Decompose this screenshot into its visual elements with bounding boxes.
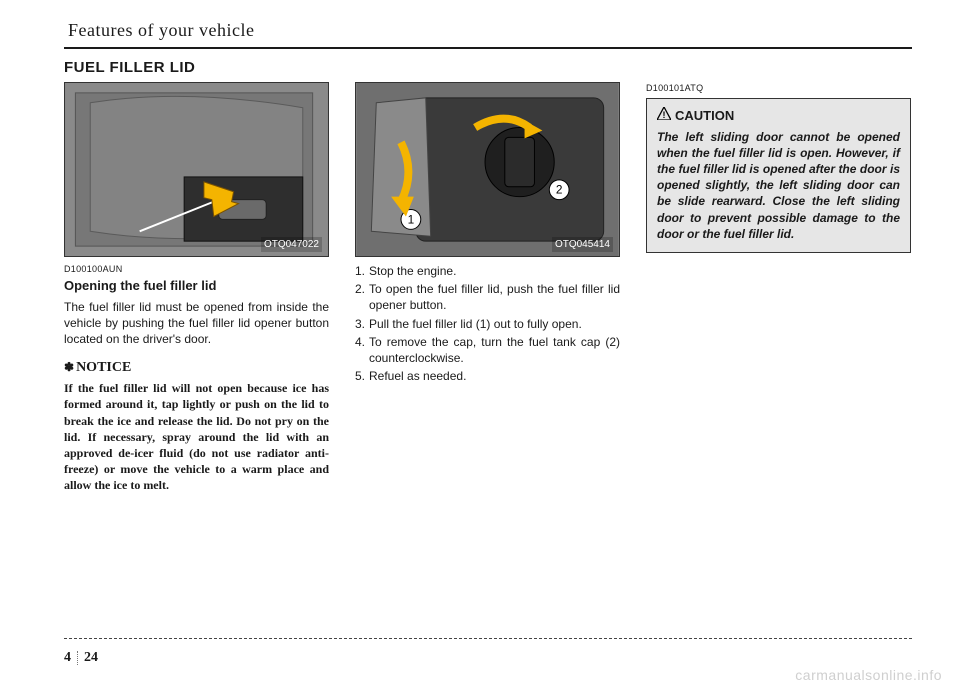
- step-5: 5.Refuel as needed.: [355, 368, 620, 384]
- notice-heading: ✽NOTICE: [64, 359, 329, 378]
- column-3: D100101ATQ ! CAUTION The left sliding do…: [646, 82, 911, 493]
- step-2: 2.To open the fuel filler lid, push the …: [355, 281, 620, 313]
- notice-body: If the fuel filler lid will not open bec…: [64, 380, 329, 493]
- figure-1-svg: [65, 83, 328, 256]
- caution-title: ! CAUTION: [657, 107, 900, 125]
- notice-star-icon: ✽: [64, 360, 74, 374]
- running-head: Features of your vehicle: [68, 20, 912, 41]
- rule-top: [64, 47, 912, 49]
- doc-code-1: D100100AUN: [64, 263, 329, 275]
- folio-page: 24: [78, 651, 98, 665]
- body-opening: The fuel filler lid must be opened from …: [64, 299, 329, 348]
- notice-heading-text: NOTICE: [76, 360, 131, 375]
- step-3-text: Pull the fuel filler lid (1) out to full…: [369, 316, 582, 332]
- caution-box: ! CAUTION The left sliding door cannot b…: [646, 98, 911, 253]
- step-2-text: To open the fuel filler lid, push the fu…: [369, 281, 620, 313]
- column-2: 1 2 OTQ045414 1.Stop the engine. 2.To op…: [355, 82, 620, 493]
- figure-2: 1 2 OTQ045414: [355, 82, 620, 257]
- svg-text:1: 1: [408, 212, 415, 226]
- step-4: 4.To remove the cap, turn the fuel tank …: [355, 334, 620, 366]
- warning-triangle-icon: !: [657, 107, 671, 125]
- folio-chapter: 4: [64, 651, 78, 665]
- caution-body: The left sliding door cannot be opened w…: [657, 129, 900, 242]
- footer-rule: [64, 638, 912, 639]
- figure-2-svg: 1 2: [356, 83, 619, 256]
- columns: OTQ047022 D100100AUN Opening the fuel fi…: [64, 82, 912, 493]
- caution-title-text: CAUTION: [675, 108, 734, 123]
- subhead-opening: Opening the fuel filler lid: [64, 277, 329, 295]
- steps-list: 1.Stop the engine. 2.To open the fuel fi…: [355, 263, 620, 384]
- svg-text:2: 2: [556, 183, 563, 197]
- step-1: 1.Stop the engine.: [355, 263, 620, 279]
- svg-text:!: !: [663, 110, 666, 120]
- figure-1-code: OTQ047022: [261, 237, 322, 253]
- step-1-text: Stop the engine.: [369, 263, 456, 279]
- watermark: carmanualsonline.info: [795, 667, 942, 683]
- step-3: 3.Pull the fuel filler lid (1) out to fu…: [355, 316, 620, 332]
- step-4-text: To remove the cap, turn the fuel tank ca…: [369, 334, 620, 366]
- figure-2-code: OTQ045414: [552, 237, 613, 253]
- figure-1: OTQ047022: [64, 82, 329, 257]
- folio: 4 24: [64, 651, 98, 665]
- section-title: FUEL FILLER LID: [64, 59, 912, 76]
- step-5-text: Refuel as needed.: [369, 368, 466, 384]
- column-1: OTQ047022 D100100AUN Opening the fuel fi…: [64, 82, 329, 493]
- doc-code-3: D100101ATQ: [646, 82, 911, 94]
